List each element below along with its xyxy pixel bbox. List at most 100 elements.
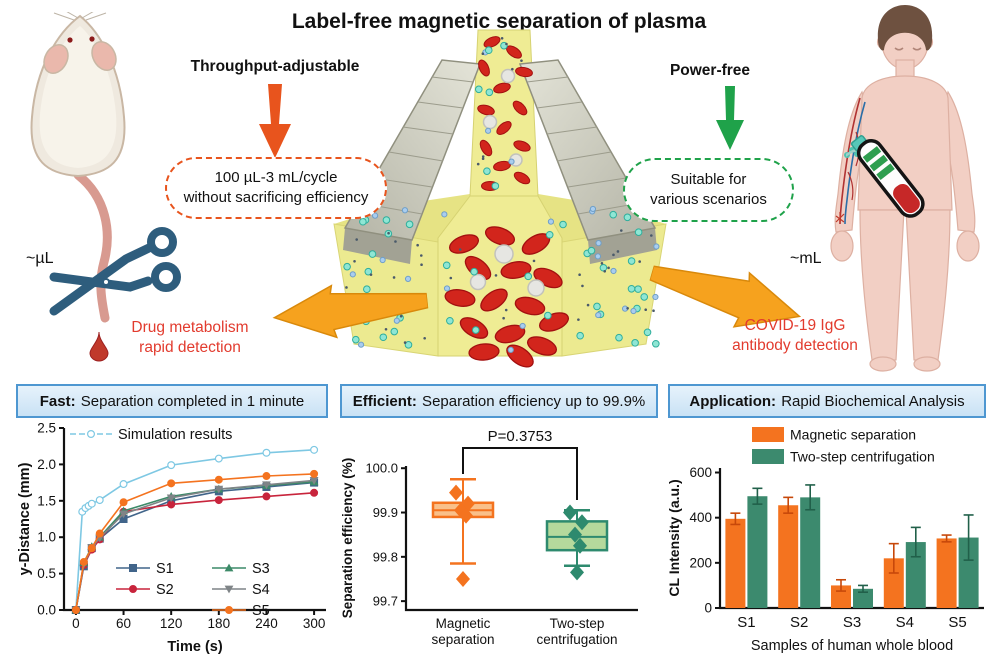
svg-text:180: 180	[208, 616, 231, 631]
svg-text:99.7: 99.7	[373, 594, 398, 609]
right-application-text: COVID-19 IgG antibody detection	[705, 316, 885, 356]
svg-text:S3: S3	[252, 561, 270, 577]
svg-text:0.0: 0.0	[37, 603, 56, 618]
svg-text:S5: S5	[948, 614, 966, 631]
mouse-whiskers	[53, 12, 107, 21]
svg-text:1.5: 1.5	[37, 493, 56, 508]
panel-header-fast-keyword: Fast:	[39, 392, 76, 410]
svg-text:Separation efficiency (%): Separation efficiency (%)	[340, 458, 355, 619]
svg-text:240: 240	[255, 616, 278, 631]
mouse-eye	[67, 37, 73, 43]
svg-text:300: 300	[303, 616, 326, 631]
svg-text:400: 400	[689, 510, 712, 525]
svg-text:S4: S4	[252, 582, 270, 598]
blood-collection-tube-icon	[846, 135, 925, 218]
panel-header-efficient: Efficient: Separation efficiency up to 9…	[340, 384, 658, 418]
svg-text:99.8: 99.8	[373, 549, 398, 564]
svg-text:0: 0	[704, 601, 712, 616]
scissors-icon	[49, 227, 181, 316]
svg-text:2.5: 2.5	[37, 422, 56, 436]
right-application-line1: COVID-19 IgG	[744, 317, 846, 334]
svg-text:centrifugation: centrifugation	[536, 632, 617, 647]
svg-text:600: 600	[689, 465, 712, 480]
white-blood-cells-inlet	[482, 68, 523, 167]
plasma-droplets-right	[545, 205, 660, 348]
throughput-arrow-icon	[259, 84, 291, 158]
svg-text:Two-step centrifugation: Two-step centrifugation	[790, 449, 935, 465]
human-illustration	[830, 5, 980, 372]
throughput-heading: Throughput-adjustable	[190, 58, 360, 75]
left-application-line2: rapid detection	[139, 339, 241, 357]
svg-text:Samples of human whole blood: Samples of human whole blood	[751, 638, 953, 654]
svg-text:S1: S1	[156, 561, 174, 577]
svg-text:Two-step: Two-step	[550, 616, 605, 631]
throughput-box-line1: 100 µL-3 mL/cycle	[214, 169, 338, 187]
svg-text:S5: S5	[252, 603, 270, 619]
svg-text:Magnetic separation: Magnetic separation	[790, 427, 916, 443]
human-hair	[877, 5, 933, 51]
mouse-tail	[73, 170, 112, 323]
right-application-arrow-icon	[648, 265, 802, 328]
left-application-text: Drug metabolism rapid detection	[100, 318, 280, 358]
svg-text:120: 120	[160, 616, 183, 631]
svg-text:S3: S3	[843, 614, 861, 631]
magnet-block-right	[518, 59, 657, 264]
throughput-box: 100 µL-3 mL/cycle without sacrificing ef…	[165, 157, 387, 219]
plasma-droplets-outlet	[442, 261, 552, 354]
svg-text:99.9: 99.9	[373, 505, 398, 520]
left-application-arrow-icon	[272, 284, 430, 339]
svg-text:S2: S2	[790, 614, 808, 631]
svg-text:0.5: 0.5	[37, 566, 56, 581]
power-heading: Power-free	[669, 62, 751, 79]
svg-text:Simulation results: Simulation results	[118, 427, 232, 443]
cl-intensity-bar-chart: 0 200 400 600 CL Intensity (a.u.) S1 S2 S3 S4 S5 S…	[666, 427, 984, 654]
mouse-volume-label: ~µL	[26, 250, 54, 267]
figure-title: Label-free magnetic separation of plasma	[291, 10, 707, 33]
panel-header-application-text: Rapid Biochemical Analysis	[777, 392, 965, 410]
power-box-line2: various scenarios	[650, 191, 767, 208]
human-volume-label: ~mL	[790, 250, 822, 267]
power-arrow-icon	[716, 86, 744, 150]
svg-text:1.0: 1.0	[37, 530, 56, 545]
svg-text:separation: separation	[431, 632, 494, 647]
mouse-ear	[43, 44, 69, 74]
panel-header-application: Application: Rapid Biochemical Analysis	[668, 384, 986, 418]
svg-text:Time (s): Time (s)	[167, 639, 223, 655]
arm-veins	[835, 97, 866, 225]
inlet-channel	[469, 29, 539, 197]
svg-text:S2: S2	[156, 582, 174, 598]
svg-text:S1: S1	[737, 614, 755, 631]
panel-header-efficient-text: Separation efficiency up to 99.9%	[417, 392, 646, 410]
mouse-eye	[89, 36, 95, 42]
svg-text:y-Distance (mm): y-Distance (mm)	[17, 462, 33, 575]
human-closed-eyes	[894, 47, 922, 51]
throughput-box-line2: without sacrificing efficiency	[183, 189, 369, 206]
red-blood-cells-outlet	[444, 226, 570, 368]
mouse-illustration	[30, 12, 126, 323]
mouse-ear	[91, 41, 117, 71]
svg-text:0: 0	[72, 616, 80, 631]
panel-header-application-keyword: Application:	[689, 392, 777, 410]
plasma-droplets-inlet	[475, 41, 515, 190]
svg-text:CL Intensity (a.u.): CL Intensity (a.u.)	[666, 479, 682, 596]
svg-text:P=0.3753: P=0.3753	[488, 428, 553, 445]
svg-text:100.0: 100.0	[365, 461, 398, 476]
white-blood-cells-outlet	[469, 244, 545, 297]
svg-text:200: 200	[689, 555, 712, 570]
panel-header-fast: Fast: Separation completed in 1 minute	[16, 384, 328, 418]
blood-drop-icon	[89, 332, 109, 362]
power-box-line1: Suitable for	[670, 171, 747, 189]
red-blood-cells-inlet	[477, 36, 533, 191]
panel-header-efficient-keyword: Efficient:	[352, 392, 417, 410]
svg-text:S4: S4	[896, 614, 914, 631]
power-box: Suitable for various scenarios	[623, 158, 794, 222]
right-application-line2: antibody detection	[732, 337, 858, 355]
svg-text:Magnetic: Magnetic	[436, 616, 491, 631]
panel-header-fast-text: Separation completed in 1 minute	[76, 392, 305, 410]
separation-time-line-chart: 0.0 0.5 1.0 1.5 2.0 2.5 0 60 120 180 240 300 Time (s…	[17, 422, 326, 655]
svg-text:60: 60	[116, 616, 131, 631]
separation-efficiency-box-plot: 99.7 99.8 99.9 100.0 Separation efficiency (…	[340, 428, 638, 647]
left-application-line1: Drug metabolism	[131, 319, 249, 336]
svg-text:2.0: 2.0	[37, 457, 56, 472]
